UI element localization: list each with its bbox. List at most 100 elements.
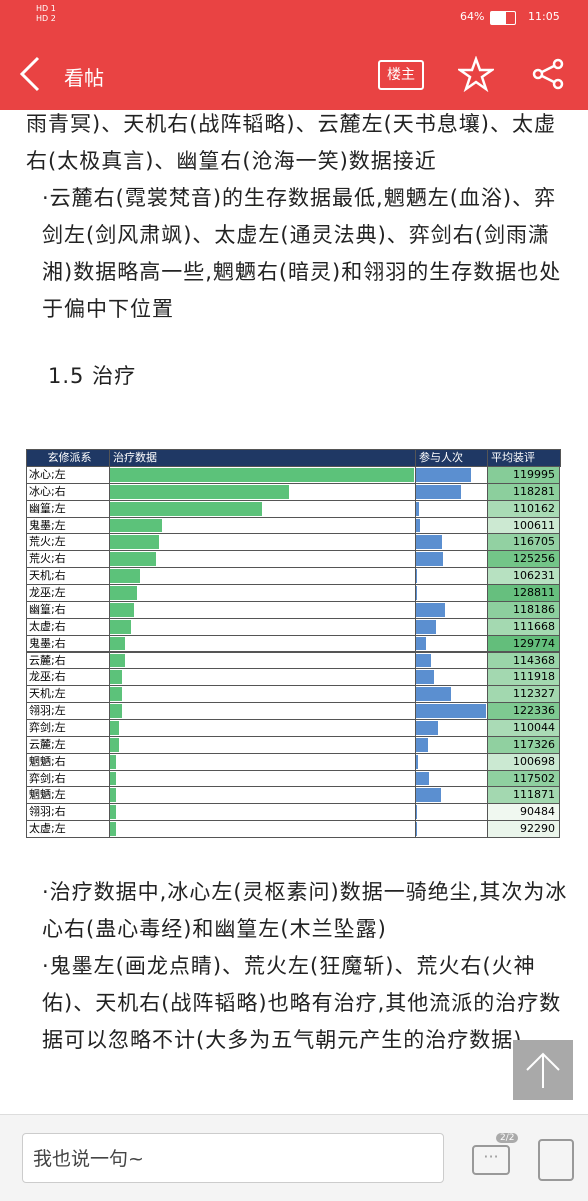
participants-cell: [415, 584, 488, 602]
heading: 1.5 治疗: [48, 364, 137, 388]
score-cell: 125256: [487, 550, 560, 569]
healing-cell: [109, 584, 416, 602]
paragraph: ·治疗数据中,冰心左(灵枢素问)数据一骑绝尘,其次为冰心右(蛊心毒经)和幽篁左(…: [42, 880, 568, 941]
healing-bar: [110, 535, 159, 550]
healing-bar: [110, 704, 123, 718]
healing-cell: [109, 702, 416, 720]
sim: HD 1: [36, 4, 56, 13]
row-label: 太虚;左: [26, 820, 110, 838]
row-label: 翎羽;左: [26, 702, 110, 720]
participants-bar: [416, 535, 442, 550]
score-cell: 110162: [487, 499, 560, 518]
battery: 64%: [460, 10, 485, 23]
participants-bar: [416, 687, 451, 702]
row-label: 太虚;右: [26, 617, 110, 636]
healing-bar: [110, 805, 117, 820]
healing-bar: [110, 720, 120, 735]
participants-cell: [415, 499, 488, 518]
participants-bar: [416, 501, 419, 516]
healing-cell: [109, 786, 416, 805]
score-cell: 90484: [487, 803, 560, 822]
participants-bar: [416, 704, 486, 718]
favorite[interactable]: [458, 56, 494, 92]
participants-bar: [416, 822, 417, 836]
scroll-top[interactable]: [513, 1040, 573, 1100]
row-label: 荒火;右: [26, 550, 110, 569]
comments[interactable]: ···: [472, 1145, 510, 1175]
table: 玄修派系 治疗数据 参与人次 平均装评 冰心;左 119995 冰心;右 118281 幽篁;左…: [26, 449, 561, 838]
column-header: 参与人次: [415, 449, 488, 467]
row-label: 幽篁;左: [26, 499, 110, 518]
score-cell: 118186: [487, 600, 560, 619]
healing-cell: [109, 685, 416, 704]
score-cell: 122336: [487, 702, 560, 720]
healing-bar: [110, 653, 126, 668]
row-label: 魍魉;左: [26, 786, 110, 805]
healing-bar: [110, 602, 135, 617]
participants-bar: [416, 670, 434, 685]
participants-bar: [416, 569, 417, 584]
participants-cell: [415, 516, 488, 535]
participants-bar: [416, 805, 417, 820]
row-label: 幽篁;右: [26, 600, 110, 619]
row-label: 鬼墨;左: [26, 516, 110, 535]
score-cell: 129774: [487, 634, 560, 653]
healing-bar: [110, 687, 123, 702]
score-cell: 116705: [487, 533, 560, 552]
score-cell: 92290: [487, 820, 560, 838]
row-label: 冰心;右: [26, 482, 110, 501]
page-count: 2/2: [496, 1133, 519, 1143]
healing-bar: [110, 518, 162, 533]
participants-bar: [416, 552, 443, 567]
score-cell: 112327: [487, 685, 560, 704]
healing-cell: [109, 668, 416, 687]
score-cell: 110044: [487, 718, 560, 737]
participants-bar: [416, 771, 429, 786]
score-cell: 128811: [487, 584, 560, 602]
healing-bar: [110, 737, 120, 752]
score-cell: 117326: [487, 735, 560, 754]
participants-cell: [415, 803, 488, 822]
healing-bar: [110, 788, 117, 803]
paragraph: ·云麓右(霓裳梵音)的生存数据最低,魍魉左(血浴)、弈剑左(剑风肃飒)、太虚左(…: [42, 186, 562, 321]
healing-cell: [109, 651, 416, 670]
healing-cell: [109, 600, 416, 619]
page-nav[interactable]: [538, 1139, 574, 1181]
participants-bar: [416, 636, 426, 651]
row-label: 天机;右: [26, 567, 110, 586]
healing-cell: [109, 567, 416, 586]
op-only[interactable]: 楼主: [378, 60, 424, 90]
row-label: 鬼墨;右: [26, 634, 110, 653]
score-cell: 111871: [487, 786, 560, 805]
healing-bar: [110, 501, 262, 516]
participants-bar: [416, 468, 471, 482]
participants-bar: [416, 653, 431, 668]
healing-bar: [110, 771, 117, 786]
row-label: 荒火;左: [26, 533, 110, 552]
participants-bar: [416, 602, 445, 617]
healing-bar: [110, 822, 117, 836]
healing-bar: [110, 468, 414, 482]
score-cell: 114368: [487, 651, 560, 670]
share[interactable]: [532, 58, 566, 90]
score-cell: 100698: [487, 752, 560, 771]
score-cell: 111668: [487, 617, 560, 636]
healing-bar: [110, 552, 156, 567]
row-label: 弈剑;右: [26, 769, 110, 788]
healing-cell: [109, 820, 416, 838]
healing-cell: [109, 752, 416, 771]
title: 看帖: [64, 66, 104, 90]
score-cell: 119995: [487, 466, 560, 484]
paragraph: 雨青冥)、天机右(战阵韬略)、云麓左(天书息壤)、太虚右(太极真言)、幽篁右(沧…: [26, 112, 556, 173]
participants-cell: [415, 752, 488, 771]
comment-input[interactable]: 我也说一句~: [22, 1133, 444, 1183]
back[interactable]: [16, 56, 46, 92]
column-header: 平均装评: [487, 449, 561, 467]
healing-bar: [110, 586, 138, 600]
participants-bar: [416, 518, 420, 533]
row-label: 云麓;右: [26, 651, 110, 670]
participants-cell: [415, 567, 488, 586]
healing-bar: [110, 670, 123, 685]
row-label: 魍魉;右: [26, 752, 110, 771]
